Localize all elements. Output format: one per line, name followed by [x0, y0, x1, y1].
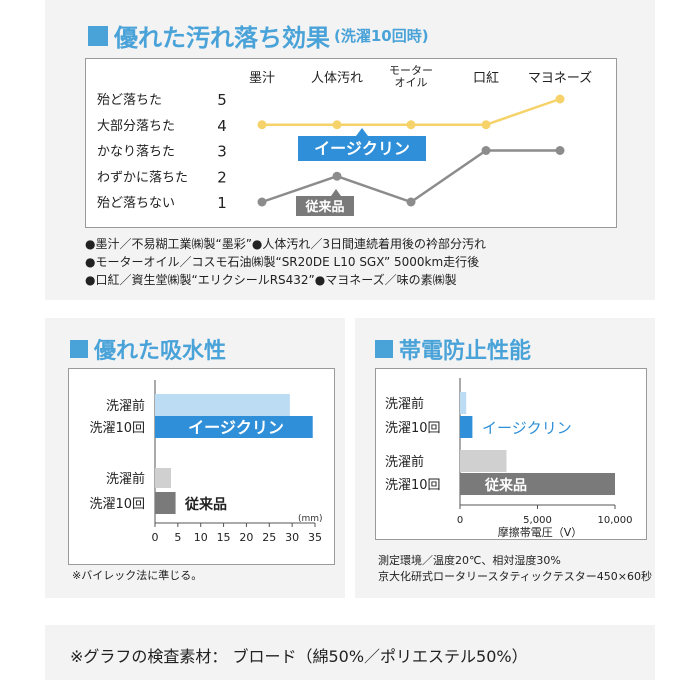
x-tick-label: 5 [174, 531, 181, 544]
series-name-conv: 従来品 [484, 477, 527, 494]
group-label: 洗濯前 [106, 471, 145, 487]
heading-square-icon [375, 340, 393, 358]
stain-heading-sub: (洗濯10回時) [334, 27, 429, 45]
x-tick-label: 15 [217, 531, 231, 544]
conv-label-pointer [331, 189, 341, 196]
series-name-conv: 従来品 [304, 199, 344, 215]
bar [155, 394, 290, 416]
series-point-1 [257, 120, 267, 130]
x-tick-label: モーター [389, 64, 433, 77]
y-tick-number: 5 [217, 91, 227, 109]
absorb-heading-text: 優れた吸水性 [94, 339, 227, 364]
series-point-2 [555, 146, 565, 155]
y-tick-number: 2 [217, 168, 227, 186]
x-tick-label: オイル [395, 76, 428, 89]
bar [155, 468, 171, 488]
stain-note-1: ●墨汁／不易糊工業㈱製“墨彩”●人体汚れ／3日間連続着用後の衿部分汚れ [85, 237, 487, 251]
series-point-2 [406, 197, 416, 207]
y-tick-number: 3 [217, 143, 227, 161]
absorb-unit: (mm) [298, 514, 323, 524]
static-chart-box [375, 368, 647, 540]
series-point-2 [481, 146, 491, 155]
series-point-1 [555, 94, 565, 104]
x-tick-label: 20 [239, 531, 253, 544]
static-heading-text: 帯電防止性能 [399, 339, 532, 364]
stain-note-3: ●口紅／資生堂㈱製“エリクシールRS432”●マヨネーズ／味の素㈱製 [85, 273, 457, 287]
series-name-conv: 従来品 [184, 496, 227, 513]
y-tick-label: かなり落ちた [97, 145, 175, 160]
bar [460, 450, 507, 472]
absorb-note: ※バイレック法に準じる。 [72, 569, 203, 582]
x-tick-label: 10,000 [598, 515, 633, 526]
static-note-2: 京大化研式ロータリースタティックテスター450×60秒 [378, 570, 652, 583]
conv-label-box [296, 196, 354, 216]
y-tick-number: 4 [217, 117, 227, 135]
footer-note: ※グラフの検査素材： ブロード（綿50%／ポリエステル50%） [70, 647, 528, 666]
x-tick-label: 口紅 [473, 71, 499, 86]
bar [155, 492, 176, 514]
y-tick-label: 大部分落ちた [97, 119, 175, 134]
series-point-1 [406, 120, 416, 130]
easy-label-pointer [356, 128, 368, 136]
y-tick-label: わずかに落ちた [97, 170, 188, 185]
heading-square-icon [70, 340, 88, 358]
easy-label-box [298, 136, 426, 161]
static-heading: 帯電防止性能 [375, 333, 531, 365]
y-tick-number: 1 [217, 194, 227, 212]
stain-heading: 優れた汚れ落ち効果 (洗濯10回時) [88, 18, 429, 53]
group-label: 洗濯10回 [89, 497, 145, 512]
x-tick-label: 0 [457, 515, 463, 526]
absorb-heading: 優れた吸水性 [70, 333, 226, 365]
stain-note-2: ●モーターオイル／コスモ石油㈱製“SR20DE L10 SGX” 5000km走… [85, 255, 480, 269]
footer-panel [45, 625, 655, 680]
group-label: 洗濯前 [385, 396, 424, 412]
series-point-1 [481, 120, 491, 130]
bar [460, 392, 467, 414]
series-name-easy: イージクリン [482, 419, 572, 437]
x-tick-label: 人体汚れ [311, 71, 363, 86]
x-tick-label: 墨汁 [249, 71, 275, 86]
x-tick-label: マヨネーズ [528, 70, 592, 86]
x-axis-title: 摩擦帯電圧（V） [498, 525, 583, 539]
stain-heading-text: 優れた汚れ落ち効果 [114, 24, 330, 52]
series-name-easy: イージクリン [314, 139, 410, 158]
x-tick-label: 25 [262, 531, 276, 544]
group-label: 洗濯10回 [89, 421, 145, 436]
bar [460, 416, 473, 438]
group-label: 洗濯10回 [385, 421, 441, 436]
bar [460, 473, 615, 495]
y-tick-label: 殆ど落ちない [97, 196, 175, 211]
bar [155, 416, 313, 438]
group-label: 洗濯10回 [385, 478, 441, 493]
series-point-1 [332, 120, 342, 130]
group-label: 洗濯前 [385, 454, 424, 470]
series-point-2 [332, 171, 342, 181]
group-label: 洗濯前 [106, 398, 145, 414]
x-tick-label: 35 [308, 531, 322, 544]
series-name-easy: イージクリン [188, 418, 284, 437]
y-tick-label: 殆ど落ちた [97, 93, 162, 108]
x-tick-label: 30 [285, 531, 299, 544]
x-tick-label: 10 [194, 531, 208, 544]
x-tick-label: 0 [152, 531, 159, 544]
x-tick-label: 5,000 [523, 515, 552, 526]
static-note-1: 測定環境／温度20℃、相対湿度30% [378, 554, 561, 567]
series-point-2 [257, 197, 267, 207]
heading-square-icon [88, 25, 108, 46]
